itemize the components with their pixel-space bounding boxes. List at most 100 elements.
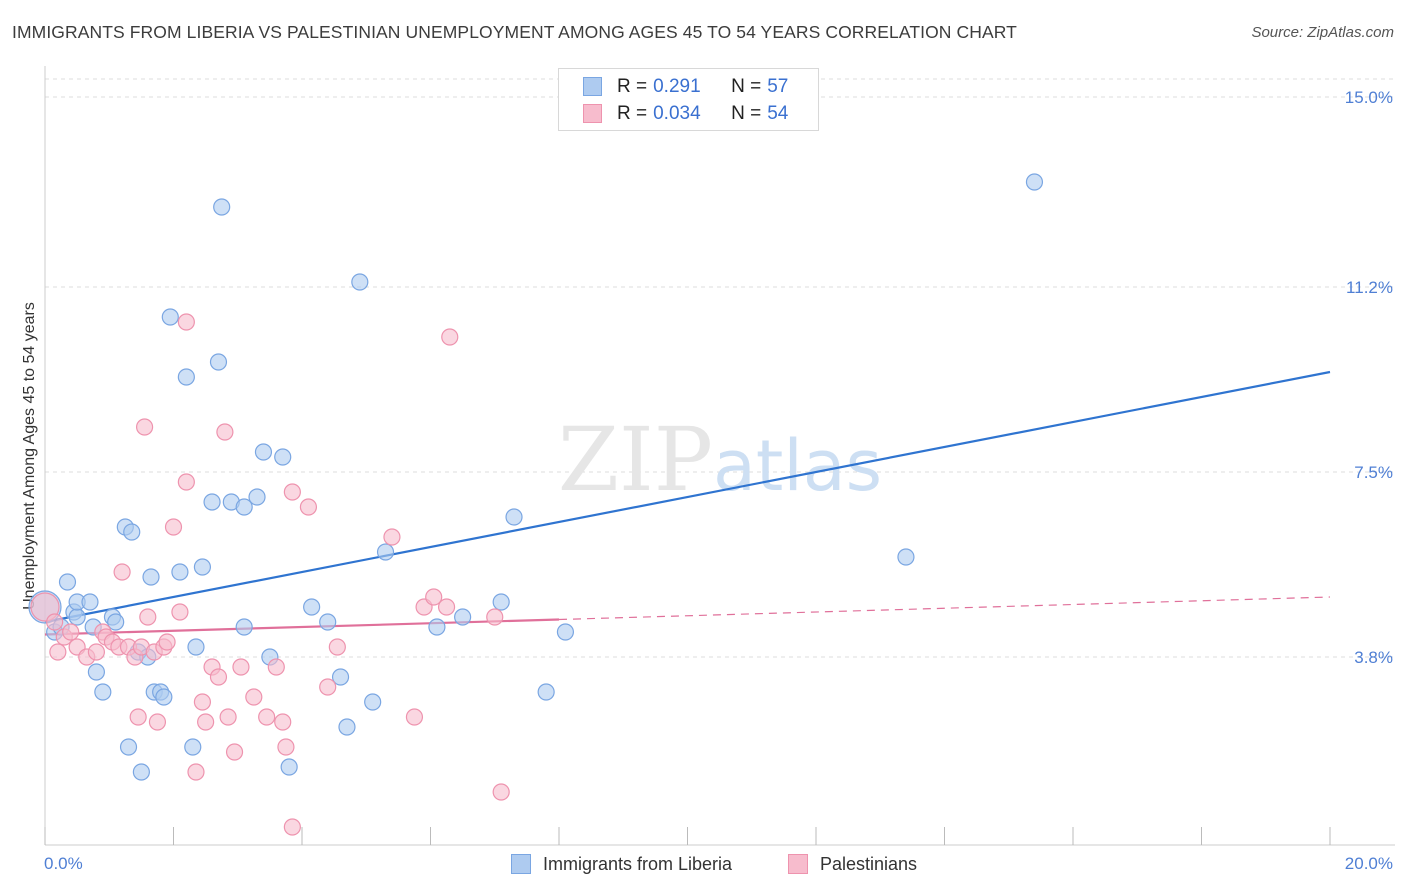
palestinian-point: [225, 743, 244, 761]
palestinian-point: [197, 713, 215, 731]
palestinian-point: [135, 418, 154, 436]
liberia-point: [68, 608, 86, 626]
palestinian-point: [232, 658, 250, 676]
palestinian-point: [158, 633, 176, 651]
chart-source: Source: ZipAtlas.com: [1251, 24, 1394, 41]
liberia-point: [454, 608, 472, 626]
bottom-swatch-pink: [788, 854, 808, 874]
liberia-point: [248, 488, 266, 506]
palestinian-point: [177, 473, 195, 491]
palestinian-point: [129, 708, 147, 726]
liberia-point: [203, 493, 221, 511]
palestinian-point: [437, 598, 456, 616]
legend-n-label: N =: [731, 103, 762, 124]
y-tick-label: 7.5%: [1354, 463, 1393, 482]
axes: [44, 66, 1395, 846]
bottom-legend-pink: Palestinians: [788, 852, 917, 876]
liberia-point: [376, 543, 395, 561]
palestinian-point: [425, 588, 443, 606]
liberia-point: [213, 198, 231, 216]
palestinian-point: [164, 518, 183, 536]
liberia-point: [331, 668, 350, 686]
liberia-point: [280, 758, 298, 776]
palestinian-point: [113, 563, 131, 581]
liberia-point: [107, 613, 125, 631]
palestinian-point: [216, 423, 234, 441]
liberia-point: [187, 638, 205, 656]
x-tick-label: 0.0%: [44, 854, 83, 873]
data-points: [28, 173, 1044, 836]
legend-row-pink: R = 0.034 N = 54: [583, 102, 789, 126]
liberia-point: [303, 598, 321, 616]
liberia-point: [537, 683, 555, 701]
bottom-swatch-blue: [511, 854, 531, 874]
palestinian-point: [49, 643, 67, 661]
legend-r-label: R =: [617, 103, 648, 124]
palestinian-point: [177, 313, 195, 331]
palestinian-point: [283, 818, 301, 836]
liberia-point: [364, 693, 382, 711]
liberia-point: [123, 523, 141, 541]
legend-n-value: 54: [767, 103, 789, 124]
palestinian-point: [383, 528, 401, 546]
bottom-legend-blue-label: Immigrants from Liberia: [543, 853, 733, 874]
palestinian-point: [245, 688, 263, 706]
liberia-point: [319, 613, 337, 631]
palestinian-trend-line: [44, 618, 560, 636]
legend-swatch-blue: [583, 77, 602, 96]
liberia-point: [94, 683, 112, 701]
palestinian-point: [328, 638, 346, 656]
liberia-point: [81, 593, 99, 611]
liberia-point: [235, 618, 253, 636]
palestinian-point: [274, 713, 292, 731]
palestinian-point: [258, 708, 276, 726]
liberia-trend-line: [44, 370, 1331, 624]
palestinian-point: [187, 763, 205, 781]
liberia-point: [177, 368, 195, 386]
liberia-point: [274, 448, 292, 466]
watermark-atlas: atlas: [713, 425, 882, 507]
liberia-point: [254, 443, 273, 461]
palestinian-point: [148, 713, 167, 731]
liberia-point: [505, 508, 523, 526]
legend-r-label: R =: [617, 76, 648, 97]
legend-row-blue: R = 0.291 N = 57: [583, 75, 788, 99]
palestinian-point: [405, 708, 424, 726]
palestinian-point: [171, 603, 189, 621]
liberia-point: [171, 563, 189, 581]
tick-labels: 3.8% 7.5% 11.2% 15.0% 0.0% 20.0%: [44, 88, 1393, 873]
legend-r-value: 0.034: [653, 103, 701, 124]
liberia-point: [556, 623, 575, 641]
liberia-point: [132, 763, 150, 781]
grid-lines: [45, 78, 1395, 658]
palestinian-point: [283, 483, 301, 501]
legend-n-label: N =: [731, 76, 762, 97]
liberia-point: [161, 308, 179, 326]
palestinian-point: [209, 668, 228, 686]
bottom-legend-blue: Immigrants from Liberia: [511, 852, 732, 876]
liberia-point: [142, 568, 160, 586]
y-tick-label: 11.2%: [1346, 278, 1393, 297]
liberia-point: [235, 498, 253, 516]
liberia-point: [338, 718, 356, 736]
palestinian-point: [193, 693, 212, 711]
liberia-point: [209, 353, 228, 371]
x-tick-label: 20.0%: [1345, 854, 1393, 873]
palestinian-point: [139, 608, 157, 626]
liberia-point: [897, 548, 915, 566]
liberia-point: [193, 558, 212, 576]
liberia-point: [119, 738, 138, 756]
palestinian-point: [486, 608, 504, 626]
y-tick-label: 3.8%: [1354, 648, 1393, 667]
watermark-zip: ZIP: [558, 408, 713, 511]
liberia-point: [351, 273, 369, 291]
palestinian-point: [62, 623, 80, 641]
liberia-point: [184, 738, 202, 756]
palestinian-point: [492, 783, 510, 801]
palestinian-point: [277, 738, 295, 756]
palestinian-point: [46, 613, 64, 631]
y-tick-label: 15.0%: [1345, 88, 1393, 107]
liberia-point: [428, 618, 446, 636]
liberia-point: [492, 593, 510, 611]
legend-swatch-pink: [583, 104, 602, 123]
